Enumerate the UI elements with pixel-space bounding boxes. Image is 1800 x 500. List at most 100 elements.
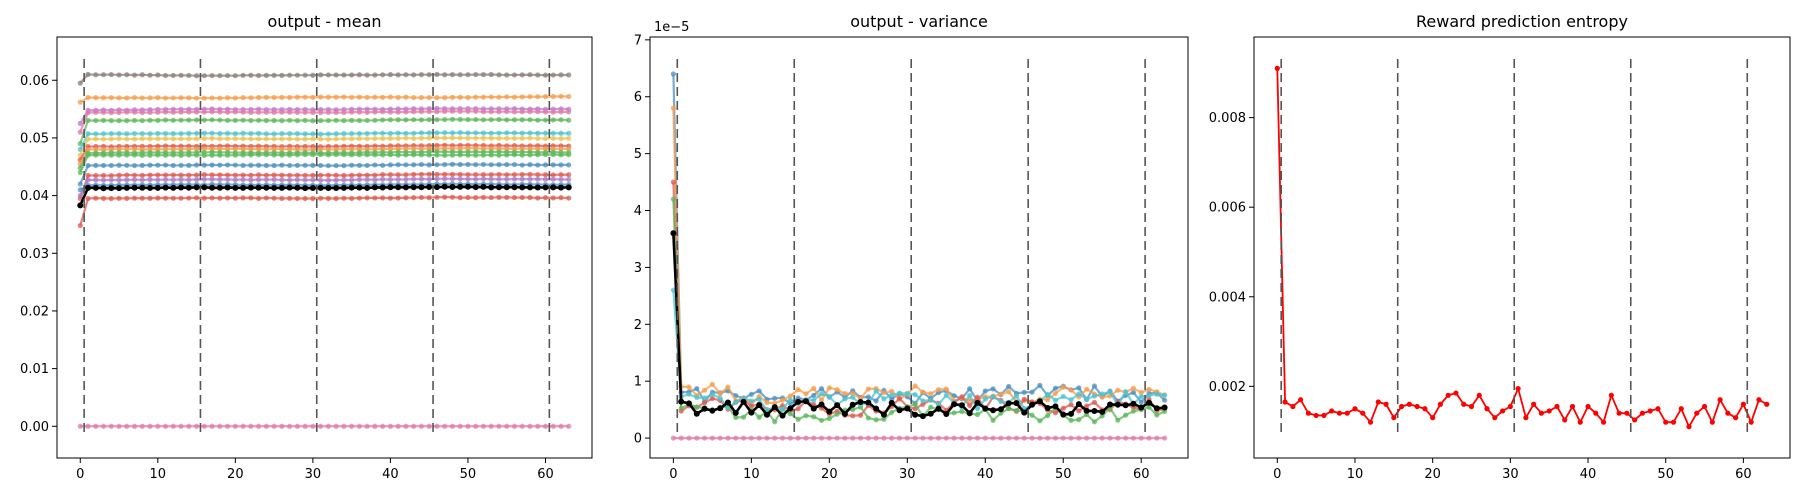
data-point — [124, 72, 130, 78]
data-point — [686, 391, 692, 397]
data-point — [325, 163, 331, 169]
data-point — [434, 109, 440, 115]
data-point — [550, 176, 556, 182]
data-point — [1321, 412, 1327, 419]
data-point — [232, 109, 238, 115]
data-point — [803, 391, 809, 397]
y-tick-label: 0.02 — [20, 304, 49, 319]
data-point — [356, 423, 362, 429]
y-tick-label: 0.00 — [20, 420, 49, 435]
data-point — [302, 162, 308, 168]
data-point — [364, 109, 370, 115]
data-point — [1052, 410, 1059, 416]
data-point — [248, 130, 254, 137]
data-point — [186, 136, 192, 142]
data-point — [434, 130, 440, 136]
data-point — [1099, 391, 1105, 397]
data-point — [779, 397, 786, 403]
data-point — [395, 72, 401, 78]
data-point — [480, 109, 487, 115]
data-point — [93, 177, 99, 183]
data-point — [865, 394, 871, 400]
data-point — [449, 116, 456, 122]
data-point — [387, 135, 394, 141]
series-1 — [77, 93, 572, 105]
data-point — [279, 195, 285, 202]
data-point — [139, 195, 145, 201]
data-point — [1639, 410, 1646, 416]
data-point — [193, 184, 200, 191]
data-point — [77, 99, 83, 105]
y-offset-label: 1e−5 — [654, 20, 689, 35]
series-17 — [77, 183, 572, 209]
data-point — [155, 423, 161, 429]
data-point — [449, 423, 456, 429]
data-point — [496, 152, 502, 158]
data-point — [317, 184, 324, 191]
data-point — [566, 423, 572, 429]
data-point — [990, 435, 996, 441]
data-point — [873, 388, 879, 394]
data-point — [100, 423, 107, 429]
data-point — [1006, 383, 1012, 390]
data-point — [341, 136, 347, 142]
data-point — [217, 130, 223, 137]
data-point — [511, 423, 518, 429]
data-point — [325, 94, 331, 100]
data-point — [694, 394, 700, 401]
data-point — [1084, 403, 1090, 409]
data-point — [418, 176, 425, 182]
data-point — [1107, 389, 1113, 395]
data-point — [255, 195, 262, 201]
data-point — [263, 162, 269, 169]
data-point — [380, 176, 386, 182]
data-point — [217, 136, 223, 142]
data-point — [928, 404, 934, 410]
data-point — [426, 423, 432, 429]
y-tick-label: 6 — [634, 90, 642, 105]
data-point — [85, 423, 91, 429]
data-point — [170, 136, 176, 142]
data-point — [131, 177, 138, 183]
data-point — [1146, 404, 1152, 410]
data-point — [426, 108, 432, 115]
data-point — [387, 94, 394, 100]
data-point — [1437, 401, 1444, 407]
y-tick-label: 0 — [634, 432, 642, 447]
data-point — [248, 109, 254, 116]
data-point — [372, 136, 378, 142]
data-point — [325, 172, 331, 178]
data-point — [912, 392, 918, 398]
data-point — [193, 423, 200, 429]
data-point — [826, 415, 832, 422]
x-tick-label: 20 — [1424, 467, 1441, 482]
data-point — [511, 72, 518, 78]
data-point — [990, 407, 997, 414]
data-point — [896, 390, 903, 396]
data-point — [170, 152, 176, 158]
data-point — [795, 406, 801, 412]
data-point — [309, 184, 316, 191]
data-point — [818, 417, 825, 424]
x-tick-label: 50 — [1055, 467, 1072, 482]
data-point — [294, 109, 300, 115]
data-point — [935, 401, 942, 407]
data-point — [356, 117, 362, 124]
data-point — [527, 117, 533, 123]
data-point — [826, 394, 832, 400]
data-point — [217, 195, 223, 201]
data-point — [998, 435, 1004, 441]
data-point — [411, 72, 417, 78]
data-point — [403, 152, 409, 158]
x-tick-label: 20 — [227, 467, 244, 482]
data-point — [473, 423, 479, 429]
data-point — [818, 435, 825, 441]
data-point — [912, 401, 918, 407]
data-point — [341, 195, 347, 201]
data-point — [131, 152, 138, 158]
data-point — [904, 435, 910, 441]
data-point — [155, 117, 161, 124]
data-point — [535, 423, 541, 429]
data-point — [217, 176, 223, 183]
data-point — [77, 187, 83, 193]
